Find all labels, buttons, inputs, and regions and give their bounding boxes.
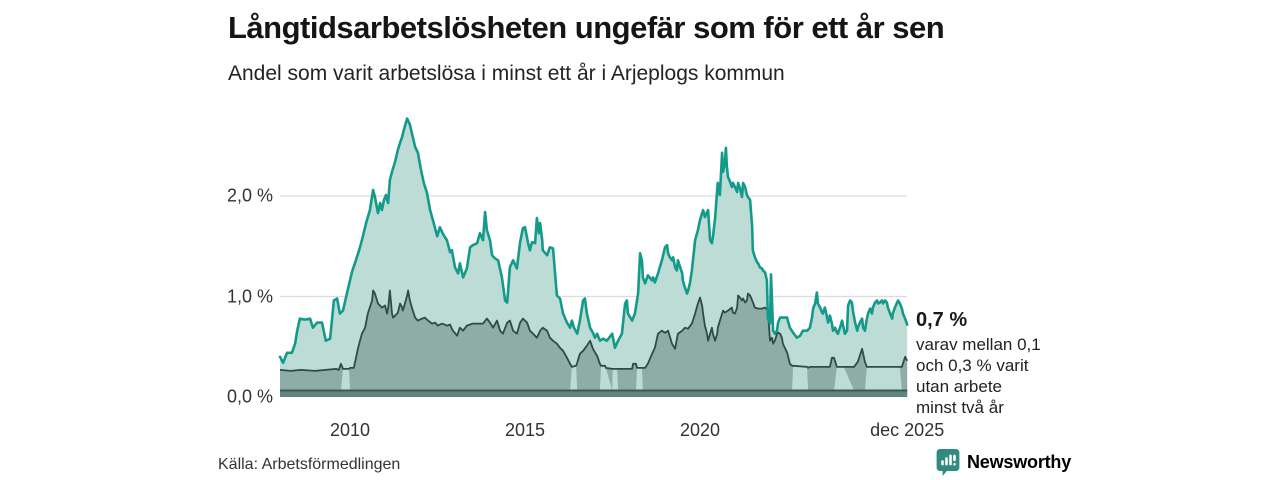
newsworthy-logo: Newsworthy [936,448,1071,477]
x-tick-label: dec 2025 [870,420,945,440]
page-subtitle: Andel som varit arbetslösa i minst ett å… [228,62,785,85]
annotation-line: minst två år [916,398,1004,417]
area-fill-unemployed-2yr [280,290,908,391]
page-title: Långtidsarbetslösheten ungefär som för e… [228,10,945,45]
area-fill-unemployed-1yr [280,118,908,397]
end-value-annotation: 0,7 % varav mellan 0,1 och 0,3 % varit u… [916,309,1066,418]
area-chart [278,117,909,397]
x-tick-label: 2020 [679,420,721,440]
brand-name: Newsworthy [967,452,1072,472]
lower-band [280,390,908,397]
annotation-line: varav mellan 0,1 [916,335,1041,354]
y-tick-label: 2,0 % [226,185,273,206]
line-unemployed-1yr [278,117,909,365]
x-tick-label: 2015 [504,420,546,440]
source-credit: Källa: Arbetsförmedlingen [218,456,401,473]
annotation-line: utan arbete [916,377,1003,396]
y-tick-label: 1,0 % [226,286,273,306]
annotation-line: och 0,3 % varit [916,356,1029,375]
x-tick-label: 2010 [329,420,371,440]
end-value: 0,7 % [916,309,968,331]
newsworthy-bubble-icon [936,449,960,476]
line-unemployed-2yr [279,289,908,372]
y-tick-label: 0,0 % [226,386,273,407]
